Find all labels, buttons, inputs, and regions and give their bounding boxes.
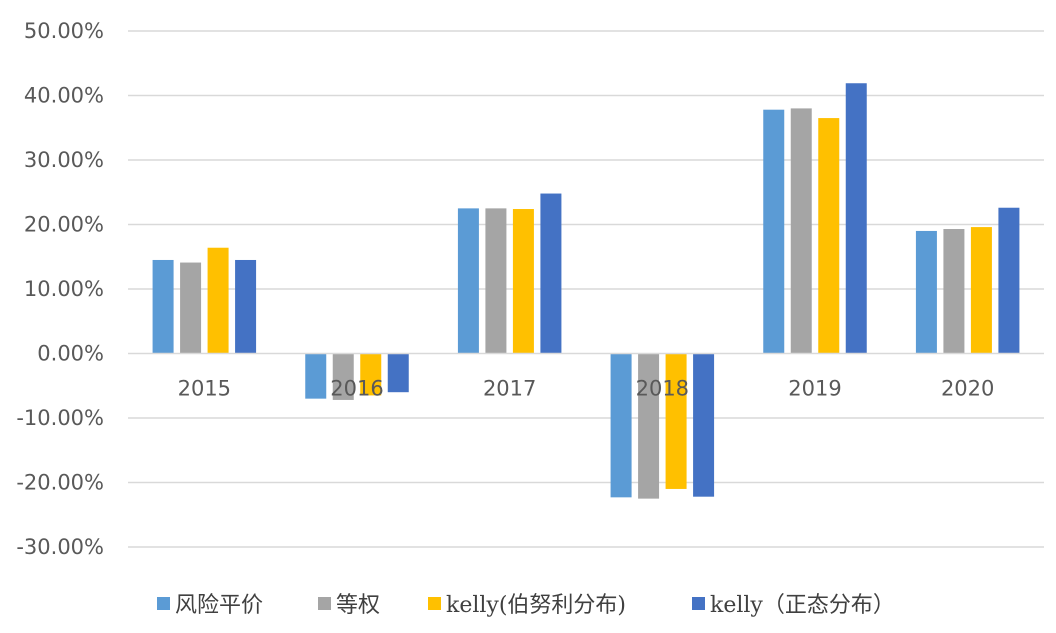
x-axis-category-labels: 2015 2016 2017 2018 2019 2020 <box>178 377 995 401</box>
gridlines <box>128 30 1044 548</box>
legend-swatch <box>428 597 441 610</box>
bar-2019-series-1 <box>763 109 785 354</box>
legend-item: kelly（正态分布） <box>692 593 895 618</box>
bar-2020-series-2 <box>943 229 965 354</box>
legend-swatch <box>157 597 170 610</box>
x-category-label: 2019 <box>788 377 841 401</box>
y-tick-label: -20.00% <box>16 471 104 495</box>
y-tick-label: 10.00% <box>24 277 104 301</box>
bar-2017-series-3 <box>512 209 534 354</box>
bar-2016-series-4 <box>387 353 409 393</box>
bar-2018-series-3 <box>665 353 687 489</box>
y-tick-label: 40.00% <box>24 84 104 108</box>
y-tick-label: -30.00% <box>16 535 104 559</box>
x-category-label: 2016 <box>330 377 383 401</box>
x-category-label: 2017 <box>483 377 536 401</box>
legend-label: kelly(伯努利分布) <box>446 593 626 618</box>
legend-label: 等权 <box>336 593 380 618</box>
bar-2016-series-1 <box>305 353 327 399</box>
y-tick-label: 20.00% <box>24 213 104 237</box>
legend-item: kelly(伯努利分布) <box>428 593 626 618</box>
bar-2016-series-2 <box>332 353 354 400</box>
bar-2015-series-2 <box>180 262 202 354</box>
bar-2019-series-3 <box>818 118 840 354</box>
y-tick-label: 0.00% <box>37 342 104 366</box>
bar-2017-series-2 <box>485 208 507 354</box>
y-tick-label: 50.00% <box>24 19 104 43</box>
x-category-label: 2018 <box>636 377 689 401</box>
legend: 风险平价 等权 kelly(伯努利分布) kelly（正态分布） <box>157 593 895 618</box>
bar-2015-series-3 <box>207 247 229 354</box>
bar-2016-series-3 <box>360 353 382 396</box>
bar-2019-series-2 <box>790 108 812 354</box>
y-tick-label: -10.00% <box>16 406 104 430</box>
x-category-label: 2015 <box>178 377 231 401</box>
bar-2017-series-4 <box>540 193 562 354</box>
bar-2020-series-3 <box>970 227 992 354</box>
bar-2017-series-1 <box>457 208 479 354</box>
legend-swatch <box>692 597 705 610</box>
bar-2015-series-1 <box>152 259 174 354</box>
y-axis-tick-labels: 50.00% 40.00% 30.00% 20.00% 10.00% 0.00% -10.0… <box>16 19 104 559</box>
legend-label: 风险平价 <box>175 593 263 618</box>
bars <box>152 83 1020 499</box>
legend-item: 风险平价 <box>157 593 263 618</box>
bar-2015-series-4 <box>235 259 257 354</box>
bar-2018-series-1 <box>610 353 632 498</box>
legend-swatch <box>318 597 331 610</box>
bar-2020-series-4 <box>998 207 1020 354</box>
bar-2019-series-4 <box>845 83 867 354</box>
bar-2020-series-1 <box>915 230 937 354</box>
legend-item: 等权 <box>318 593 380 618</box>
x-category-label: 2020 <box>941 377 994 401</box>
y-tick-label: 30.00% <box>24 148 104 172</box>
bar-2018-series-4 <box>693 353 715 497</box>
legend-label: kelly（正态分布） <box>710 593 895 618</box>
bar-2018-series-2 <box>638 353 660 499</box>
